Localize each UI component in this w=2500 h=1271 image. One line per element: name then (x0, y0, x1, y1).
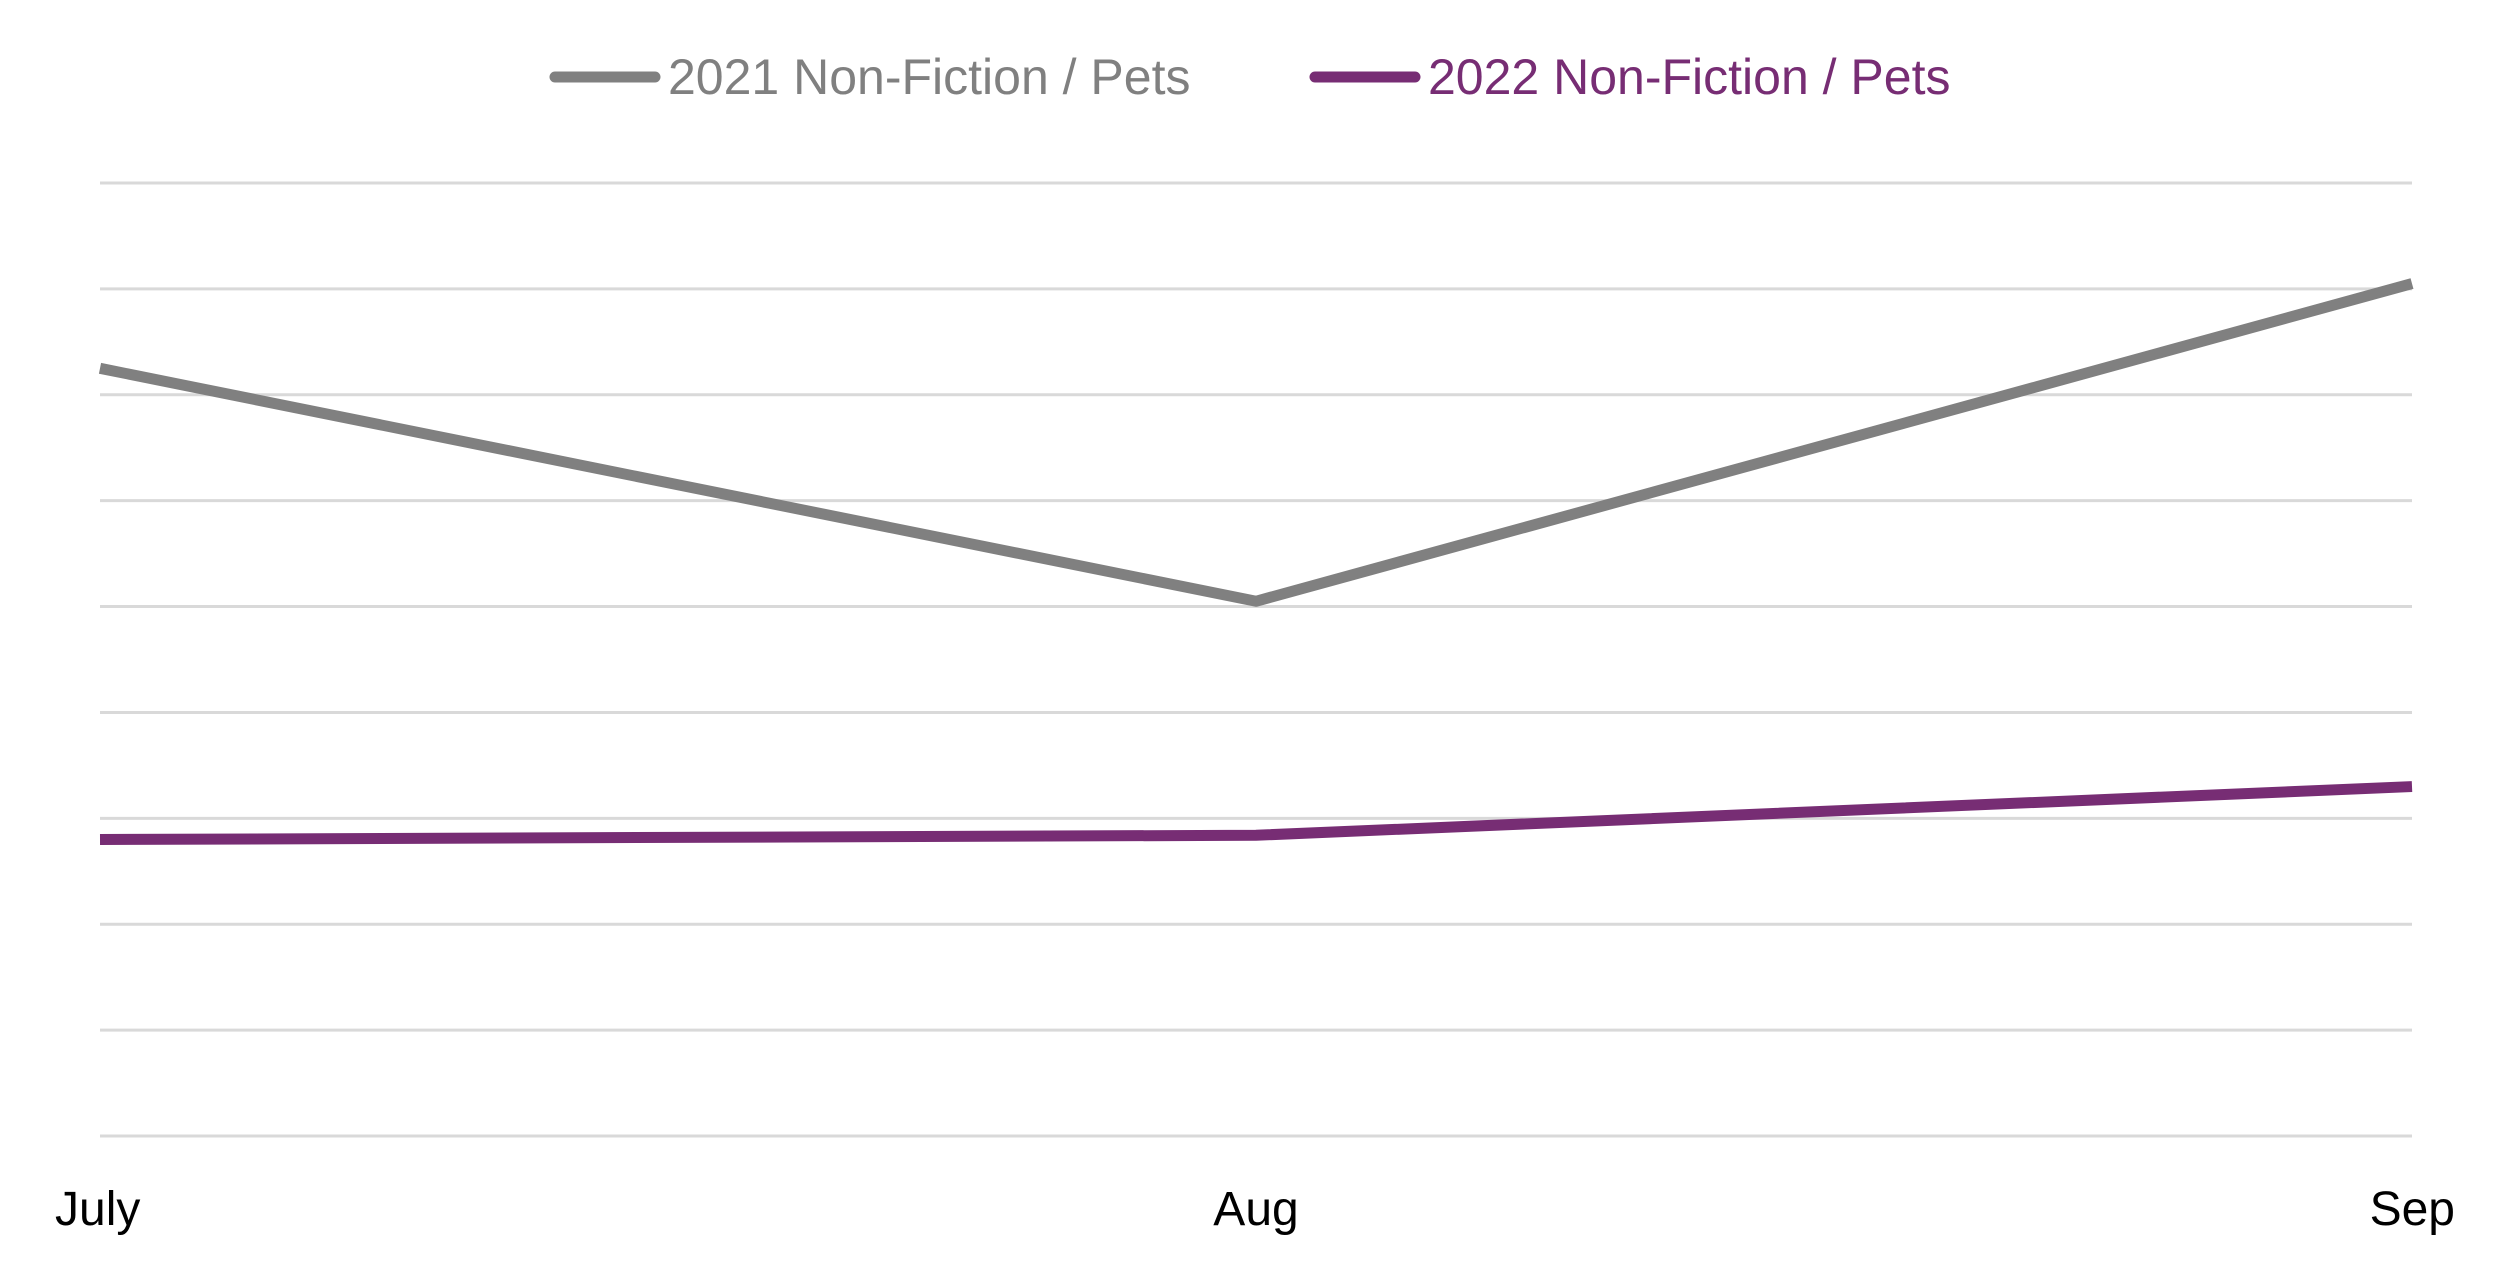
legend-label: 2021 Non-Fiction / Pets (668, 49, 1191, 105)
legend-item: 2021 Non-Fiction / Pets (549, 49, 1191, 105)
legend-label: 2022 Non-Fiction / Pets (1428, 49, 1951, 105)
gridlines (100, 181, 2412, 1138)
series-line-1 (98, 278, 2414, 607)
x-tick-label: Sep (2370, 1183, 2455, 1236)
legend-item: 2022 Non-Fiction / Pets (1309, 49, 1951, 105)
x-axis-tick-labels: July Aug Sep (55, 1183, 2455, 1236)
legend: 2021 Non-Fiction / Pets 2022 Non-Fiction … (549, 49, 1951, 105)
series-line-2 (99, 781, 2413, 846)
x-tick-label: Aug (1213, 1183, 1298, 1236)
series-lines (98, 278, 2414, 846)
x-tick-label: July (55, 1183, 140, 1236)
